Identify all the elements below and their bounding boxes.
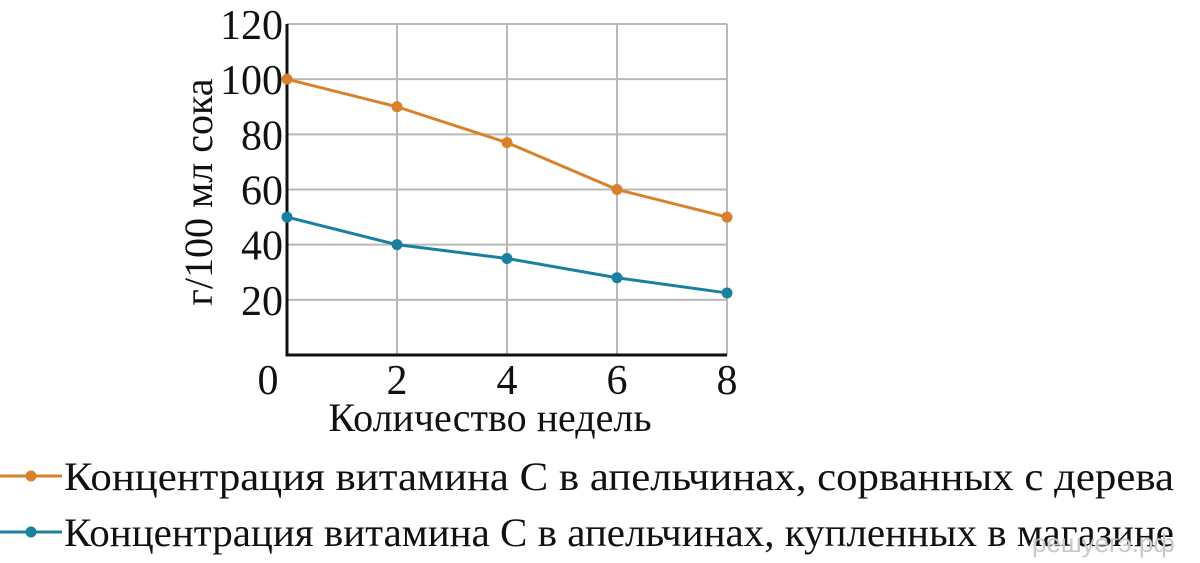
data-point: [391, 101, 403, 113]
y-tick-label: 60: [241, 169, 283, 215]
y-tick-label: 20: [241, 279, 283, 325]
x-tick-label: 6: [607, 358, 628, 404]
data-point: [501, 137, 513, 149]
y-tick-label: 80: [241, 113, 283, 159]
series-group: [281, 73, 733, 299]
watermark: решуегэ.рф: [1032, 528, 1175, 558]
data-point: [611, 272, 623, 284]
legend-label-2: Концентрация витамина С в апельчинах, ку…: [64, 510, 1174, 555]
legend: Концентрация витамина С в апельчинах, со…: [0, 454, 1174, 555]
legend-label-1: Концентрация витамина С в апельчинах, со…: [64, 454, 1174, 499]
y-tick-label: 120: [220, 3, 283, 49]
data-point: [721, 211, 733, 223]
y-axis-label: г/100 мл сока: [176, 78, 221, 305]
x-tick-label: 4: [497, 358, 518, 404]
data-point: [391, 239, 403, 251]
legend-marker-2: [25, 526, 37, 538]
y-tick-label: 100: [220, 58, 283, 104]
tick-labels: 20 40 60 80 100 120 0 2 4 6 8: [220, 3, 738, 404]
data-point: [281, 73, 293, 85]
data-point: [721, 287, 733, 299]
grid: [287, 23, 728, 355]
data-point: [501, 252, 513, 264]
legend-marker-1: [25, 470, 37, 482]
x-tick-label: 8: [717, 358, 738, 404]
x-axis-label: Количество недель: [328, 395, 651, 440]
x-tick-label: 0: [258, 358, 279, 404]
data-point: [281, 211, 293, 223]
x-tick-label: 2: [387, 358, 408, 404]
data-point: [611, 184, 623, 195]
y-tick-label: 40: [241, 224, 283, 270]
